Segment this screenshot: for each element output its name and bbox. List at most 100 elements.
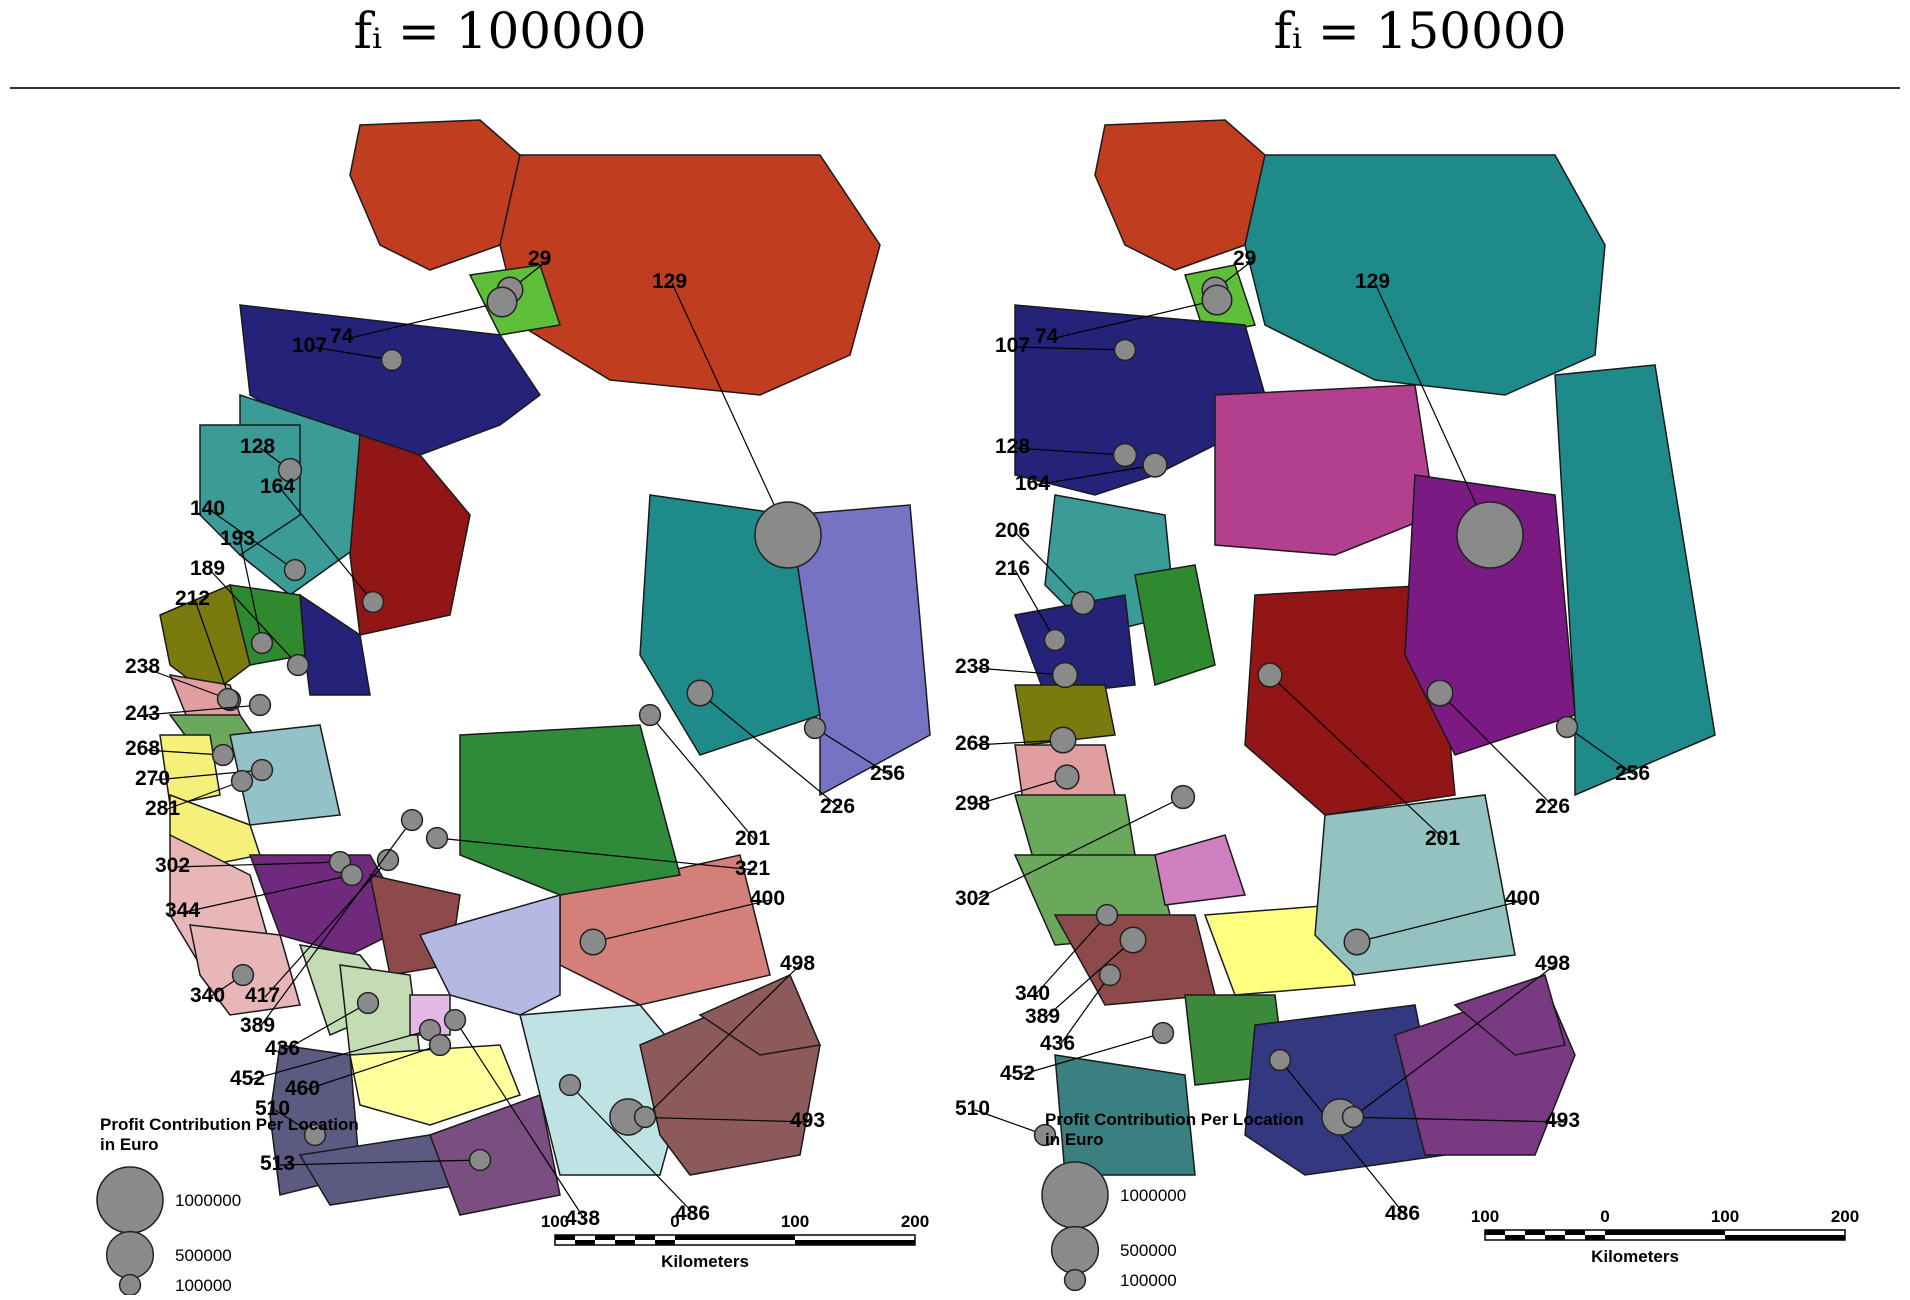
scalebar-segment: [1725, 1235, 1845, 1240]
location-label-302: 302: [155, 854, 190, 877]
leader-line-417: [264, 859, 389, 998]
scalebar: 100 0 100 200 Kilometers: [541, 1212, 929, 1271]
location-label-140: 140: [190, 497, 225, 520]
scalebar-segment: [1485, 1230, 1505, 1235]
location-label-513: 513: [260, 1152, 295, 1175]
leader-line-216: [1014, 569, 1056, 641]
location-marker-128: [1112, 442, 1138, 468]
legend-circle-100000: [118, 1273, 142, 1295]
location-label-74: 74: [1035, 325, 1059, 348]
leader-line-452: [1019, 1032, 1164, 1076]
location-label-321: 321: [735, 857, 770, 880]
scalebar-tick-label: 0: [670, 1212, 679, 1231]
location-label-29: 29: [528, 247, 551, 270]
scalebar-tick-label: 0: [1600, 1207, 1609, 1226]
leader-line-107: [1014, 346, 1126, 351]
location-label-129: 129: [1355, 270, 1390, 293]
legend-label-100000: 100000: [1120, 1271, 1177, 1290]
leader-line-400: [1356, 899, 1526, 943]
location-label-164: 164: [260, 475, 295, 498]
leader-line-281: [164, 780, 243, 811]
location-label-498: 498: [1535, 952, 1570, 975]
legend-circle-500000: [105, 1230, 155, 1280]
location-label-226: 226: [820, 795, 855, 818]
location-label-452: 452: [1000, 1062, 1035, 1085]
leader-line-140: [209, 509, 296, 571]
scalebar-segment: [615, 1240, 635, 1245]
leader-line-212: [194, 599, 231, 701]
region-438: [429, 1093, 561, 1216]
legend-label-1000000: 1000000: [1120, 1186, 1186, 1205]
region-129: [1244, 154, 1606, 396]
location-label-389: 389: [240, 1014, 275, 1037]
location-marker-189: [286, 653, 310, 677]
region-201: [459, 724, 681, 896]
location-label-29: 29: [1233, 247, 1256, 270]
leader-line-513: [279, 1159, 481, 1166]
location-marker-344: [340, 863, 364, 887]
scalebar-unit: Kilometers: [1591, 1247, 1679, 1266]
region-510: [1054, 1054, 1196, 1176]
region-164: [349, 433, 471, 636]
region-29: [1094, 119, 1266, 271]
region-486: [1244, 1004, 1446, 1176]
location-marker-226: [1426, 679, 1454, 707]
location-marker-268: [1049, 726, 1077, 754]
location-label-212: 212: [175, 587, 210, 610]
location-marker-164: [1142, 452, 1168, 478]
region-107: [1014, 304, 1266, 496]
location-label-189: 189: [190, 557, 225, 580]
location-marker-107: [380, 348, 404, 372]
leader-line-201: [649, 714, 756, 841]
legend-label-500000: 500000: [1120, 1241, 1177, 1260]
location-label-486: 486: [675, 1202, 710, 1225]
location-marker-498: [633, 1105, 657, 1129]
location-marker-216: [1043, 628, 1067, 652]
location-label-268: 268: [125, 737, 160, 760]
location-label-256: 256: [1615, 762, 1650, 785]
location-label-256: 256: [870, 762, 905, 785]
region-206: [1134, 564, 1216, 686]
leader-line-206: [1014, 531, 1084, 604]
leader-line-238: [144, 667, 229, 700]
location-label-238: 238: [955, 655, 990, 678]
location-label-74: 74: [330, 325, 354, 348]
region-212: [159, 583, 251, 696]
leader-line-510: [974, 1109, 1046, 1136]
scalebar-segment: [1605, 1230, 1725, 1235]
location-marker-389: [400, 808, 424, 832]
leader-line-256: [1566, 726, 1636, 776]
leader-line-436: [284, 1002, 369, 1051]
scalebar-tick-label: 100: [1711, 1207, 1739, 1226]
location-marker-193: [250, 631, 274, 655]
leader-line-298: [974, 776, 1068, 806]
location-marker-201: [638, 703, 662, 727]
location-label-270: 270: [135, 767, 170, 790]
leader-line-498: [644, 964, 801, 1118]
legend-title-line2: in Euro: [100, 1135, 159, 1154]
legend-circle-100000: [1063, 1268, 1087, 1292]
legend-title-line1: Profit Contribution Per Location: [1045, 1110, 1304, 1129]
region-460: [349, 1044, 521, 1126]
location-marker-281: [230, 769, 254, 793]
leader-line-302: [174, 861, 341, 868]
location-label-417: 417: [245, 984, 280, 1007]
leader-line-340: [1034, 914, 1108, 996]
location-label-193: 193: [220, 527, 255, 550]
legend-circle-1000000: [96, 1166, 164, 1234]
location-marker-513: [468, 1148, 492, 1172]
location-label-201: 201: [735, 827, 770, 850]
leader-line-74: [349, 301, 503, 339]
location-marker-256: [803, 716, 827, 740]
region-400: [1314, 794, 1516, 976]
location-label-400: 400: [750, 887, 785, 910]
leader-line-344: [184, 874, 353, 913]
location-label-452: 452: [230, 1067, 265, 1090]
scalebar-segment: [595, 1235, 615, 1240]
location-label-493: 493: [790, 1109, 825, 1132]
leader-line-226: [699, 692, 841, 809]
location-marker-268: [211, 743, 235, 767]
location-marker-302: [1170, 784, 1196, 810]
leader-line-193: [239, 539, 263, 644]
